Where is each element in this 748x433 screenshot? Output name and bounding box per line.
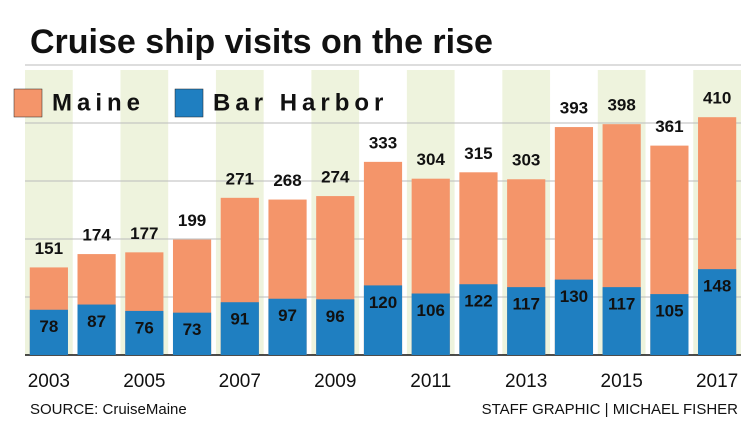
value-label: 96 <box>326 307 345 326</box>
value-label: 393 <box>560 99 588 118</box>
value-label: 76 <box>135 318 154 337</box>
value-label: 105 <box>655 302 683 321</box>
bar <box>29 309 68 355</box>
legend-swatch <box>174 88 204 118</box>
bar <box>316 299 355 355</box>
value-label: 271 <box>226 169 254 188</box>
value-label: 117 <box>608 295 635 314</box>
bar <box>363 285 403 355</box>
x-tick-label: 2013 <box>505 371 547 392</box>
value-label: 117 <box>512 295 539 314</box>
bar <box>650 294 689 355</box>
x-tick-label: 2015 <box>601 371 643 392</box>
value-label: 78 <box>39 317 58 336</box>
value-label: 122 <box>464 292 492 311</box>
value-label: 106 <box>417 301 445 320</box>
source: SOURCE: CruiseMaine <box>30 401 187 418</box>
value-label: 303 <box>512 151 540 170</box>
value-label: 315 <box>464 144 492 163</box>
value-label: 91 <box>230 310 249 329</box>
x-tick-label: 2011 <box>410 371 451 392</box>
x-tick-label: 2009 <box>314 371 356 392</box>
bar <box>459 284 498 355</box>
value-label: 333 <box>369 133 397 152</box>
value-label: 130 <box>560 287 588 306</box>
value-label: 268 <box>273 171 301 190</box>
bar <box>507 287 546 355</box>
bar <box>602 287 641 355</box>
bar <box>698 269 737 355</box>
value-label: 199 <box>178 211 206 230</box>
bar <box>172 312 212 355</box>
x-tick-label: 2017 <box>696 371 738 392</box>
value-label: 174 <box>82 226 111 245</box>
value-label: 177 <box>130 224 158 243</box>
value-label: 87 <box>87 312 106 331</box>
bar <box>77 304 116 355</box>
bar <box>220 302 259 355</box>
x-tick-label: 2007 <box>219 371 261 392</box>
bar <box>268 298 307 355</box>
legend-label: Bar Harbor <box>213 89 388 116</box>
value-label: 304 <box>417 150 446 169</box>
value-label: 361 <box>655 117 683 136</box>
value-label: 151 <box>35 239 63 258</box>
bar <box>125 310 164 355</box>
bar <box>411 293 450 355</box>
bar <box>554 279 594 355</box>
x-tick-label: 2003 <box>28 371 70 392</box>
value-label: 97 <box>278 306 297 325</box>
value-label: 120 <box>369 293 397 312</box>
x-tick-label: 2005 <box>123 371 165 392</box>
chart-title: Cruise ship visits on the rise <box>30 23 493 61</box>
value-label: 274 <box>321 168 350 187</box>
value-label: 148 <box>703 277 731 296</box>
credit: STAFF GRAPHIC | MICHAEL FISHER <box>482 401 739 418</box>
value-label: 398 <box>607 96 635 115</box>
value-label: 410 <box>703 89 731 108</box>
value-label: 73 <box>183 320 202 339</box>
legend-label: Maine <box>52 89 145 116</box>
legend-swatch <box>13 88 43 118</box>
